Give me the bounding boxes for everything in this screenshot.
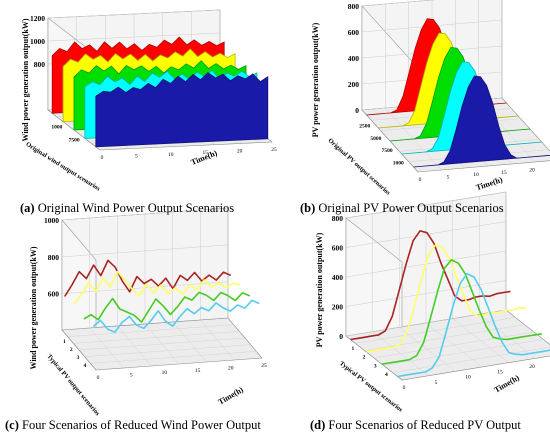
caption-d-letter: (d) [310, 418, 326, 432]
depth-tick-label: 2 [70, 347, 73, 353]
z-tick-label: 400 [332, 273, 344, 282]
x-tick-label: 0 [403, 385, 406, 391]
z-tick-label: 600 [48, 290, 60, 299]
grid-line [392, 346, 550, 373]
x-tick-label: 5 [447, 175, 450, 181]
series-2-line [366, 243, 527, 353]
x-tick-label: 20 [529, 364, 535, 370]
x-tick-label: 15 [497, 369, 503, 375]
depth-axis-title: Original wind output scenarios [24, 141, 101, 193]
caption-c: (c) Four Scenarios of Reduced Wind Power… [5, 418, 261, 433]
depth-tick-label: 4 [385, 372, 388, 378]
grid-line [61, 244, 229, 258]
x-tick-label: 20 [529, 167, 535, 173]
depth-tick-label: 1000 [393, 161, 404, 167]
depth-tick-label: 7500 [382, 148, 393, 154]
caption-b-letter: (b) [300, 201, 316, 215]
depth-tick-label: 1 [63, 339, 66, 345]
z-tick-label: 200 [332, 303, 344, 312]
panel-a-wind-scenarios: 1200 1000 800 0 5 10 15 20 25 1000 7500 Wind power … [21, 9, 277, 193]
depth-tick-label: 1 [351, 346, 354, 352]
z-tick-label: 1200 [30, 14, 45, 23]
z-tick-label: 1000 [44, 216, 59, 225]
y-axis-title: PV power generation output(kW) [315, 232, 324, 347]
depth-tick-label: 2 [363, 355, 366, 361]
grid-line [61, 207, 229, 221]
z-tick-label: 0 [339, 332, 343, 341]
caption-a: (a) Original Wind Power Output Scenarios [20, 201, 234, 216]
depth-tick-label: 7500 [69, 138, 80, 144]
z-tick-label: 800 [332, 214, 344, 223]
grid-line [47, 32, 221, 42]
z-tick-label: 0 [355, 106, 359, 115]
series-3-line [83, 291, 251, 323]
depth-tick-label: 4 [83, 363, 86, 369]
z-tick-label: 600 [332, 244, 344, 253]
caption-b: (b) Original PV Power Output Scenarios [300, 201, 504, 216]
x-tick-label: 15 [501, 170, 507, 176]
depth-tick-label: 1000 [51, 124, 62, 130]
caption-a-text: Original Wind Power Output Scenarios [37, 201, 235, 215]
depth-tick-label: 3 [77, 355, 80, 361]
x-tick-label: 5 [435, 380, 438, 386]
y-axis-title: PV power generation output(kW) [311, 22, 320, 137]
x-tick-label: 25 [261, 363, 267, 369]
z-tick-label: 800 [348, 2, 360, 11]
x-tick-label: 15 [202, 150, 208, 156]
x-tick-label: 0 [97, 375, 100, 381]
grid-line [361, 0, 435, 7]
x-axis-title: Time(h) [475, 175, 504, 192]
grid-line [90, 351, 257, 364]
z-tick-label: 400 [348, 54, 360, 63]
depth-tick-label: 5000 [370, 136, 381, 142]
x-tick-label: 5 [135, 153, 138, 159]
y-axis-title: Wind power generation output(kW) [21, 18, 30, 141]
series-3-line [381, 259, 542, 365]
x-tick-label: 15 [195, 368, 201, 374]
panel-b-pv-scenarios: 800600400200005101520252500500075001000P… [311, 0, 550, 197]
grid-line [47, 9, 221, 19]
x-tick-label: 5 [130, 373, 133, 379]
panel-d-reduced-pv: 800600400200005101520251234PV power gene… [315, 191, 550, 414]
caption-a-letter: (a) [20, 201, 35, 215]
caption-b-text: Original PV Power Output Scenarios [318, 201, 504, 215]
z-tick-label: 800 [34, 60, 46, 69]
x-tick-label: 20 [228, 365, 234, 371]
caption-c-letter: (c) [5, 418, 19, 432]
x-tick-label: 10 [473, 172, 479, 178]
grid-line [345, 309, 507, 337]
series-2-line [73, 270, 241, 305]
depth-tick-label: 2500 [359, 123, 370, 129]
x-tick-label: 10 [168, 152, 174, 158]
caption-c-text: Four Scenarios of Reduced Wind Power Out… [22, 418, 261, 432]
z-tick-label: 600 [348, 28, 360, 37]
caption-d: (d) Four Scenarios of Reduced PV Output [310, 418, 521, 433]
x-tick-label: 0 [101, 155, 104, 161]
series-4-line [92, 299, 260, 334]
series-1-line [64, 259, 232, 297]
series-5-surface [95, 72, 269, 148]
grid-line [345, 221, 507, 248]
x-tick-label: 10 [465, 375, 471, 381]
depth-axis-title: Original PV output scenarios [327, 137, 392, 197]
z-tick-label: 800 [48, 253, 60, 262]
series-4-line [397, 272, 550, 378]
z-tick-label: 1000 [30, 37, 45, 46]
x-tick-label: 10 [162, 370, 168, 376]
x-tick-label: 25 [271, 147, 277, 153]
caption-d-text: Four Scenarios of Reduced PV Output [328, 418, 521, 432]
x-axis-title: Time(h) [217, 385, 246, 407]
z-tick-label: 200 [348, 80, 360, 89]
x-tick-label: 0 [419, 177, 422, 183]
series-5-surface [413, 75, 550, 168]
y-axis-title: Wind power generation output(kW) [29, 246, 38, 369]
grid-line [345, 191, 507, 219]
x-axis-title: Time(h) [493, 373, 522, 395]
depth-tick-label: 3 [374, 363, 377, 369]
x-tick-label: 20 [237, 149, 243, 155]
